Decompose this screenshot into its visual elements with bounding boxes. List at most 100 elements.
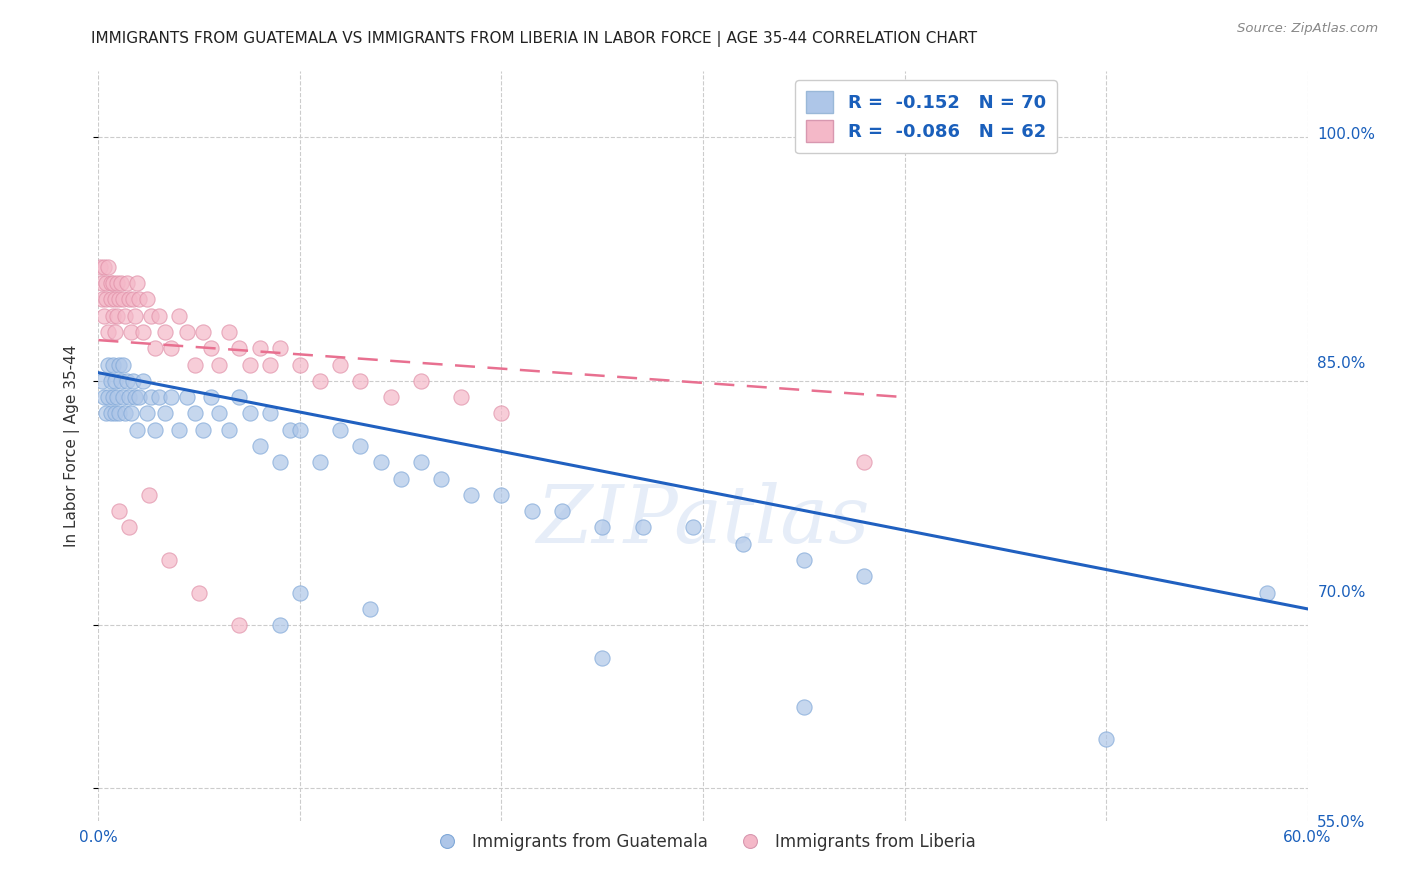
Point [269,455,291,469]
Point [309,455,332,469]
Point [167,309,190,323]
Point [97,358,120,372]
Point [184,358,207,372]
Point [111,358,134,372]
Point [101,309,124,323]
Point [460,488,482,502]
Point [135,293,157,307]
Point [259,406,281,420]
Point [100,276,122,290]
Point [188,585,211,599]
Point [380,390,402,404]
Text: IMMIGRANTS FROM GUATEMALA VS IMMIGRANTS FROM LIBERIA IN LABOR FORCE | AGE 35-44 : IMMIGRANTS FROM GUATEMALA VS IMMIGRANTS … [91,31,977,47]
Point [143,423,166,437]
Point [118,390,141,404]
Point [631,520,654,534]
Point [430,472,453,486]
Point [128,390,150,404]
Point [288,423,311,437]
Point [218,325,240,339]
Point [153,325,176,339]
Point [120,325,142,339]
Point [409,374,432,388]
Point [107,504,129,518]
Point [733,537,755,551]
Point [288,585,311,599]
Point [132,325,155,339]
Point [107,406,129,420]
Point [148,390,170,404]
Point [853,455,876,469]
Point [139,390,162,404]
Text: ZIPatlas: ZIPatlas [536,483,870,559]
Point [91,276,114,290]
Point [269,618,291,632]
Point [278,423,301,437]
Point [118,520,141,534]
Point [349,439,371,453]
Point [176,390,198,404]
Point [124,390,146,404]
Point [89,260,111,274]
Point [309,374,332,388]
Point [389,472,412,486]
Point [193,423,215,437]
Point [491,488,513,502]
Point [124,309,146,323]
Point [160,390,183,404]
Point [228,341,250,355]
Point [97,260,120,274]
Point [143,341,166,355]
Point [91,293,114,307]
Point [228,390,250,404]
Point [114,406,136,420]
Point [110,374,132,388]
Point [520,504,543,518]
Point [239,406,262,420]
Point [114,309,136,323]
Point [1256,585,1278,599]
Point [105,390,128,404]
Point [208,358,231,372]
Point [135,406,157,420]
Point [96,276,118,290]
Legend: Immigrants from Guatemala, Immigrants from Liberia: Immigrants from Guatemala, Immigrants fr… [423,826,983,857]
Point [111,293,134,307]
Point [101,358,124,372]
Point [409,455,432,469]
Point [200,341,222,355]
Point [360,602,382,616]
Point [200,390,222,404]
Point [218,423,240,437]
Point [93,390,115,404]
Point [100,406,122,420]
Point [853,569,876,583]
Point [100,374,122,388]
Point [148,309,170,323]
Point [121,374,143,388]
Point [101,390,124,404]
Point [101,276,124,290]
Point [682,520,704,534]
Point [551,504,574,518]
Point [793,553,815,567]
Point [208,406,231,420]
Point [591,650,613,665]
Point [157,553,180,567]
Point [96,293,118,307]
Point [125,423,148,437]
Point [105,309,128,323]
Point [103,374,125,388]
Point [115,276,138,290]
Point [228,618,250,632]
Point [349,374,371,388]
Point [288,358,311,372]
Point [105,276,128,290]
Point [103,406,125,420]
Point [115,374,138,388]
Point [591,520,613,534]
Point [120,406,142,420]
Point [125,276,148,290]
Point [97,325,120,339]
Point [91,374,114,388]
